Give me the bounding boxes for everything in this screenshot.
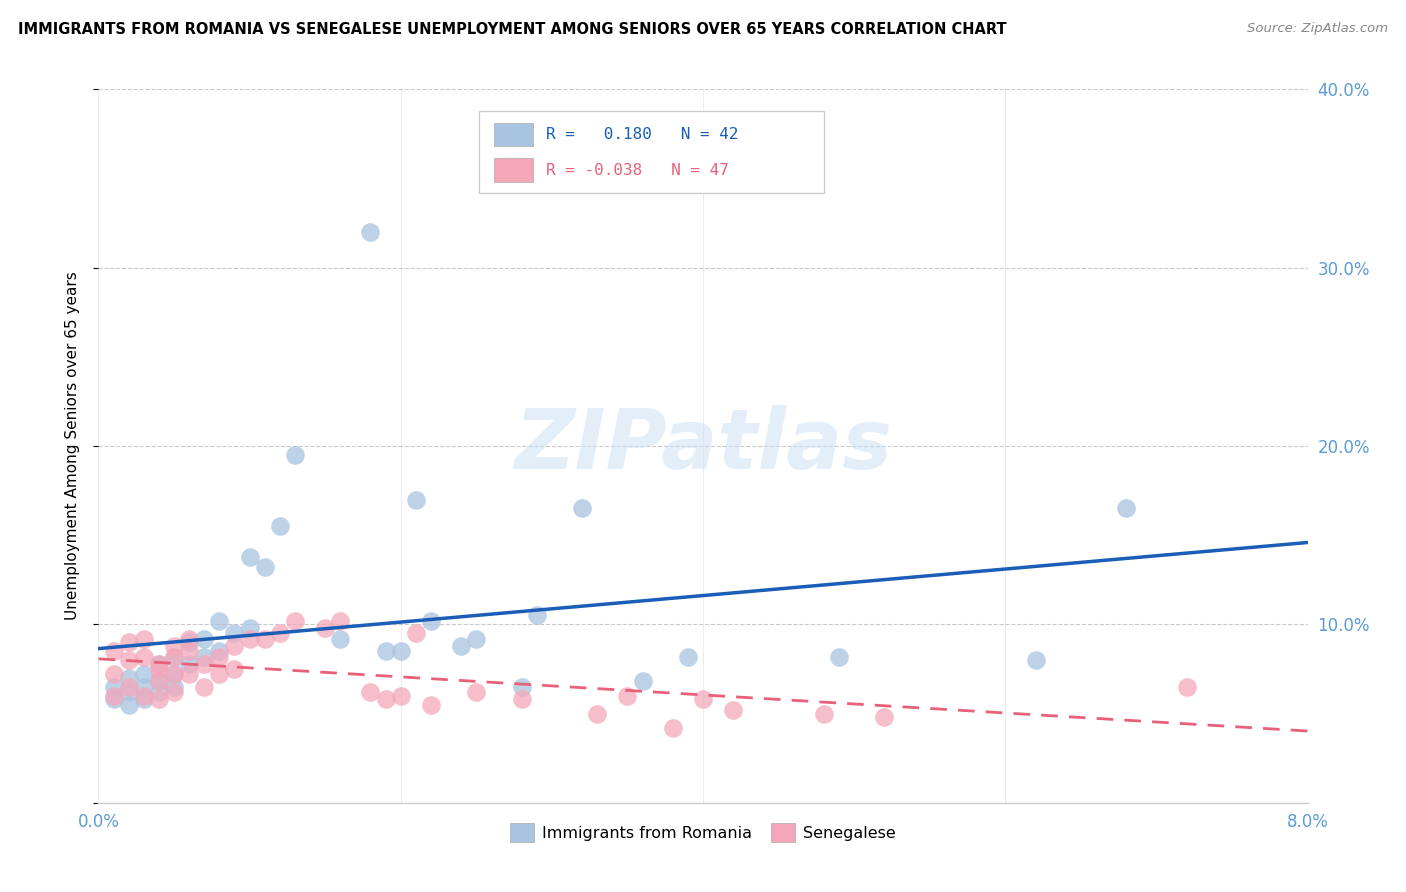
Point — [148, 674, 170, 689]
Point — [420, 698, 443, 712]
Point — [132, 649, 155, 664]
Point — [103, 692, 125, 706]
Point — [813, 706, 835, 721]
Point — [208, 614, 231, 628]
Point — [1175, 680, 1198, 694]
Point — [510, 692, 533, 706]
Point — [163, 649, 186, 664]
Text: ZIPatlas: ZIPatlas — [515, 406, 891, 486]
FancyBboxPatch shape — [479, 111, 824, 193]
Point — [179, 632, 201, 646]
Point — [405, 492, 427, 507]
Point — [389, 689, 412, 703]
Point — [208, 667, 231, 681]
Point — [148, 674, 170, 689]
Point — [253, 560, 276, 574]
Point — [571, 501, 593, 516]
Point — [828, 649, 851, 664]
Legend: Immigrants from Romania, Senegalese: Immigrants from Romania, Senegalese — [503, 817, 903, 848]
Point — [179, 635, 201, 649]
Point — [148, 685, 170, 699]
Bar — [494, 159, 533, 182]
Point — [374, 644, 396, 658]
Point — [132, 667, 155, 681]
Point — [450, 639, 472, 653]
Point — [224, 639, 246, 653]
Point — [224, 626, 246, 640]
Point — [239, 632, 262, 646]
Point — [163, 680, 186, 694]
Point — [465, 632, 488, 646]
Point — [873, 710, 896, 724]
Point — [329, 614, 352, 628]
Point — [360, 685, 382, 699]
Text: Source: ZipAtlas.com: Source: ZipAtlas.com — [1247, 22, 1388, 36]
Point — [284, 448, 307, 462]
Point — [163, 639, 186, 653]
Point — [132, 692, 155, 706]
Point — [193, 632, 215, 646]
Point — [179, 657, 201, 671]
Point — [163, 667, 186, 681]
Point — [723, 703, 745, 717]
Point — [118, 653, 141, 667]
Point — [163, 667, 186, 681]
Point — [314, 621, 336, 635]
Point — [631, 674, 654, 689]
Point — [269, 519, 291, 533]
Point — [118, 671, 141, 685]
Point — [103, 667, 125, 681]
Point — [526, 608, 548, 623]
Point — [586, 706, 609, 721]
Point — [179, 644, 201, 658]
Point — [510, 680, 533, 694]
Point — [374, 692, 396, 706]
Point — [118, 635, 141, 649]
Point — [148, 657, 170, 671]
Point — [208, 649, 231, 664]
Point — [103, 644, 125, 658]
Point — [163, 649, 186, 664]
Y-axis label: Unemployment Among Seniors over 65 years: Unemployment Among Seniors over 65 years — [65, 272, 80, 620]
Point — [1025, 653, 1047, 667]
Text: R = -0.038   N = 47: R = -0.038 N = 47 — [546, 163, 728, 178]
Point — [103, 680, 125, 694]
Point — [118, 685, 141, 699]
Point — [118, 698, 141, 712]
Point — [420, 614, 443, 628]
Point — [1115, 501, 1137, 516]
Point — [239, 621, 262, 635]
Text: IMMIGRANTS FROM ROMANIA VS SENEGALESE UNEMPLOYMENT AMONG SENIORS OVER 65 YEARS C: IMMIGRANTS FROM ROMANIA VS SENEGALESE UN… — [18, 22, 1007, 37]
Point — [224, 662, 246, 676]
Point — [179, 667, 201, 681]
Point — [132, 632, 155, 646]
Point — [132, 689, 155, 703]
Point — [284, 614, 307, 628]
Point — [148, 692, 170, 706]
Point — [616, 689, 638, 703]
Point — [269, 626, 291, 640]
Point — [103, 689, 125, 703]
Text: R =   0.180   N = 42: R = 0.180 N = 42 — [546, 128, 738, 143]
Point — [253, 632, 276, 646]
Point — [389, 644, 412, 658]
Point — [118, 680, 141, 694]
Point — [148, 657, 170, 671]
Point — [193, 680, 215, 694]
Point — [676, 649, 699, 664]
Point — [208, 644, 231, 658]
Point — [405, 626, 427, 640]
Point — [193, 657, 215, 671]
Point — [360, 225, 382, 239]
Point — [239, 549, 262, 564]
Point — [692, 692, 714, 706]
Point — [193, 649, 215, 664]
Point — [132, 680, 155, 694]
Point — [661, 721, 683, 735]
Point — [329, 632, 352, 646]
Point — [148, 662, 170, 676]
Point — [163, 685, 186, 699]
Bar — [494, 123, 533, 146]
Point — [465, 685, 488, 699]
